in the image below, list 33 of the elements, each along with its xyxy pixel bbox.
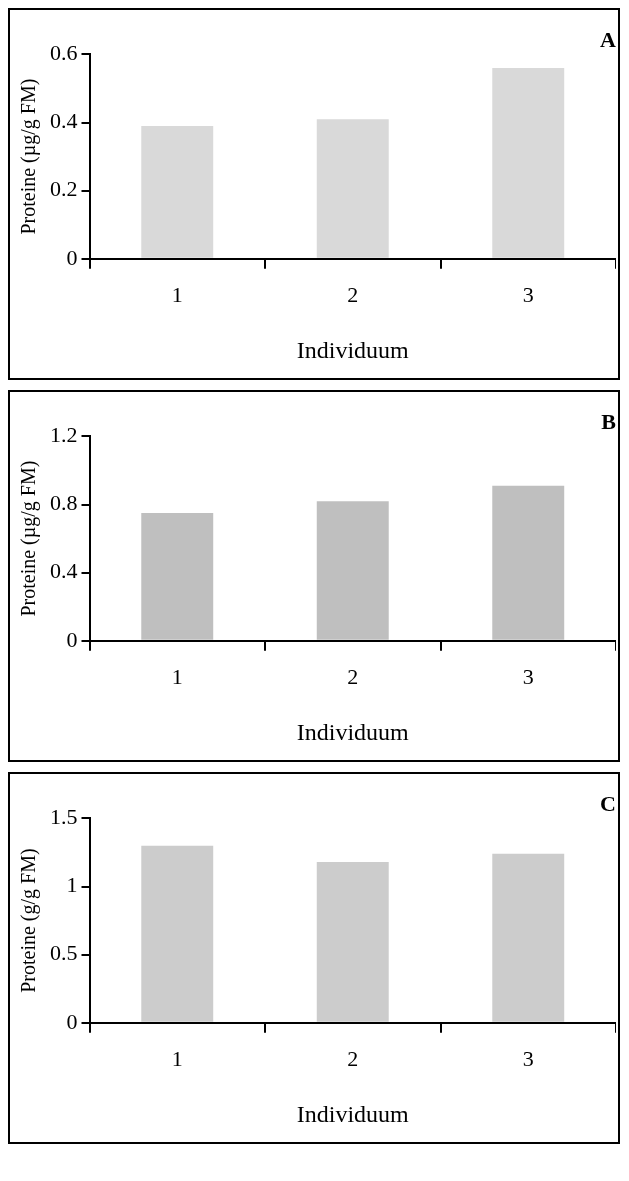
bar <box>492 68 565 258</box>
x-tick-label: 3 <box>522 281 534 307</box>
y-tick-label: 0.8 <box>50 490 78 516</box>
x-tick-label: 1 <box>171 663 183 689</box>
y-tick-label: 0 <box>66 1008 78 1034</box>
x-tick-label: 1 <box>171 1045 183 1071</box>
y-tick-label: 0.2 <box>50 176 78 202</box>
y-axis-title: Proteine (µg/g FM) <box>17 460 41 617</box>
y-tick-label: 1.2 <box>50 422 78 448</box>
y-tick-label: 0.6 <box>50 40 78 66</box>
y-tick-label: 0.4 <box>50 108 78 134</box>
x-axis-title: Individuum <box>296 1100 410 1127</box>
y-tick-label: 0.5 <box>50 940 78 966</box>
y-tick-label: 1 <box>66 872 78 898</box>
chart-title: C <box>600 790 616 816</box>
y-tick-label: 0 <box>66 626 78 652</box>
x-tick-label: 3 <box>522 663 534 689</box>
y-axis-title: Proteine (µg/g FM) <box>17 78 41 235</box>
x-axis-title: Individuum <box>296 718 410 745</box>
y-tick-label: 0 <box>66 244 78 270</box>
y-tick-label: 1.5 <box>50 804 78 830</box>
bar <box>316 119 389 258</box>
x-tick-label: 2 <box>347 1045 359 1071</box>
x-tick-label: 3 <box>522 1045 534 1071</box>
chart-title: B <box>601 408 617 434</box>
y-axis-title: Proteine (g/g FM) <box>17 848 41 993</box>
bar <box>141 125 214 258</box>
x-tick-label: 2 <box>347 281 359 307</box>
x-tick-label: 1 <box>171 281 183 307</box>
y-tick-label: 0.4 <box>50 558 78 584</box>
x-axis-title: Individuum <box>296 336 410 363</box>
chart-title: A <box>600 26 617 52</box>
x-tick-label: 2 <box>347 663 359 689</box>
